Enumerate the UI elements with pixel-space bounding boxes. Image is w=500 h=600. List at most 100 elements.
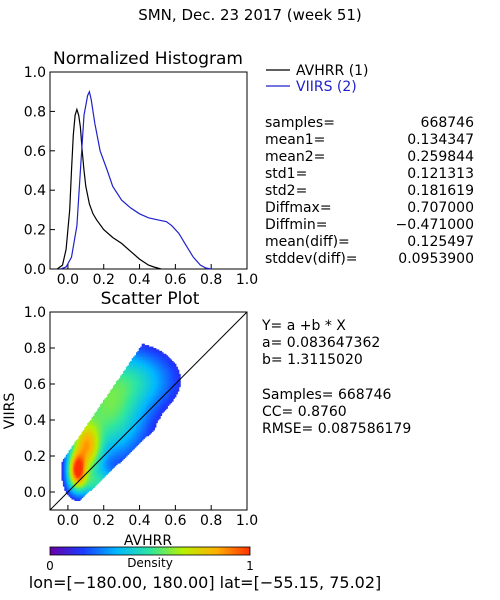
density-cell bbox=[98, 424, 101, 427]
density-cell bbox=[70, 479, 72, 481]
density-cell bbox=[140, 433, 143, 435]
density-cell bbox=[70, 471, 72, 474]
density-cell bbox=[177, 378, 180, 380]
density-cell bbox=[154, 405, 157, 408]
density-cell bbox=[123, 414, 125, 416]
density-cell bbox=[113, 438, 115, 441]
density-cell bbox=[144, 424, 147, 427]
density-cell bbox=[81, 469, 84, 471]
density-cell bbox=[144, 386, 147, 389]
density-cell bbox=[141, 371, 144, 373]
density-cell bbox=[85, 445, 88, 448]
density-cell bbox=[117, 425, 120, 428]
density-cell bbox=[65, 479, 68, 481]
density-cell bbox=[147, 372, 150, 375]
density-cell bbox=[151, 427, 154, 429]
density-cell bbox=[115, 440, 118, 442]
density-cell bbox=[158, 361, 161, 363]
density-cell bbox=[80, 450, 82, 452]
density-cell bbox=[158, 391, 161, 393]
density-cell bbox=[136, 365, 138, 368]
density-cell bbox=[168, 381, 171, 383]
density-cell bbox=[110, 415, 112, 418]
density-cell bbox=[113, 414, 115, 416]
density-cell bbox=[113, 405, 115, 408]
density-cell bbox=[74, 469, 77, 471]
density-cell bbox=[117, 456, 120, 458]
density-cell bbox=[118, 397, 121, 399]
density-cell bbox=[124, 376, 127, 379]
density-cell bbox=[110, 435, 112, 438]
density-cell bbox=[108, 443, 111, 445]
density-cell bbox=[115, 437, 118, 440]
density-cell bbox=[144, 381, 147, 383]
density-cell bbox=[87, 489, 90, 491]
density-cell bbox=[138, 358, 141, 360]
density-cell bbox=[127, 373, 130, 376]
density-cell bbox=[97, 411, 100, 414]
density-cell bbox=[114, 447, 117, 450]
density-cell bbox=[148, 424, 151, 427]
density-cell bbox=[94, 451, 97, 454]
density-cell bbox=[146, 389, 148, 392]
density-cell bbox=[94, 474, 97, 477]
density-cell bbox=[93, 486, 95, 488]
density-cell bbox=[140, 392, 143, 395]
density-cell bbox=[154, 372, 157, 375]
density-cell bbox=[144, 409, 147, 412]
density-cell bbox=[111, 440, 114, 442]
density-cell bbox=[83, 483, 85, 486]
density-cell bbox=[90, 479, 92, 481]
density-cell bbox=[70, 466, 72, 468]
density-cell bbox=[103, 447, 105, 450]
density-cell bbox=[131, 428, 134, 431]
density-cell bbox=[108, 461, 111, 464]
density-cell bbox=[150, 420, 153, 422]
density-cell bbox=[158, 415, 161, 418]
density-cell bbox=[113, 456, 115, 458]
density-cell bbox=[133, 362, 135, 365]
density-cell bbox=[146, 431, 148, 434]
density-cell bbox=[161, 402, 164, 405]
density-cell bbox=[127, 453, 130, 455]
density-cell bbox=[121, 402, 124, 405]
density-cell bbox=[148, 378, 151, 380]
density-cell bbox=[131, 362, 134, 365]
density-cell bbox=[94, 453, 97, 455]
density-cell bbox=[163, 373, 165, 376]
density-cell bbox=[128, 386, 131, 389]
density-cell bbox=[100, 477, 102, 480]
density-cell bbox=[107, 420, 110, 422]
density-cell bbox=[130, 443, 132, 445]
density-cell bbox=[133, 402, 135, 405]
density-cell bbox=[110, 453, 112, 455]
density-cell bbox=[105, 418, 108, 421]
density-cell bbox=[141, 386, 144, 389]
density-cell bbox=[141, 369, 144, 372]
density-cell bbox=[138, 369, 141, 372]
density-cell bbox=[97, 425, 100, 428]
density-cell bbox=[151, 389, 154, 392]
density-cell bbox=[146, 349, 148, 352]
density-cell bbox=[95, 412, 98, 415]
density-cell bbox=[157, 389, 160, 392]
density-cell bbox=[74, 453, 77, 455]
density-cell bbox=[83, 480, 85, 483]
density-cell bbox=[163, 355, 165, 357]
density-cell bbox=[158, 356, 161, 359]
scatter-xtick-label: 0.0 bbox=[57, 513, 79, 529]
density-cell bbox=[107, 411, 110, 414]
density-cell bbox=[114, 398, 117, 401]
density-cell bbox=[110, 444, 112, 447]
density-cell bbox=[91, 483, 94, 486]
density-cell bbox=[103, 464, 105, 467]
density-cell bbox=[141, 366, 144, 369]
density-cell bbox=[140, 378, 143, 380]
density-cell bbox=[136, 372, 138, 375]
density-cell bbox=[87, 447, 90, 450]
density-cell bbox=[144, 397, 147, 399]
density-cell bbox=[143, 388, 145, 391]
density-cell bbox=[120, 433, 122, 435]
density-cell bbox=[111, 464, 114, 467]
density-cell bbox=[156, 388, 158, 391]
